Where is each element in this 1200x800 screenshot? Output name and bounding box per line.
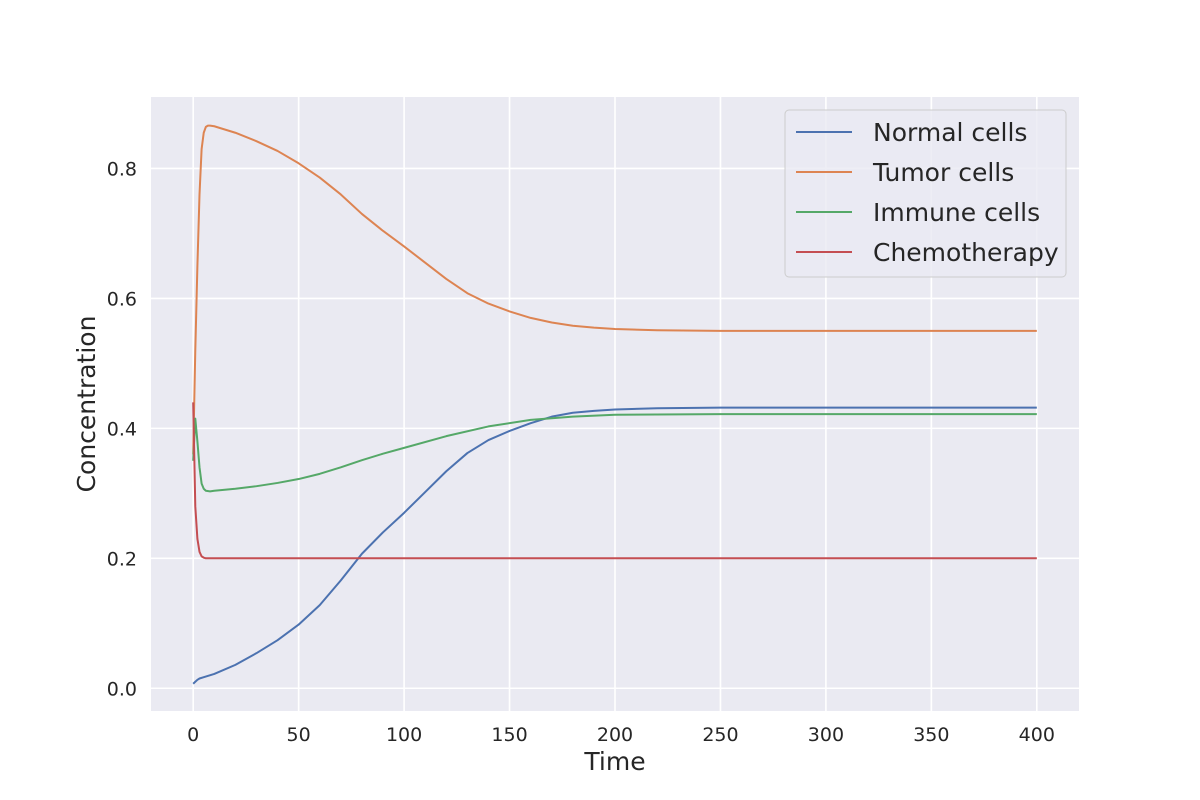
legend-label: Immune cells (873, 198, 1040, 227)
series-line-tumor-cells (192, 124, 1037, 455)
x-tick-label: 350 (913, 724, 949, 746)
x-tick-label: 0 (187, 724, 199, 746)
legend-label: Chemotherapy (873, 238, 1059, 267)
x-tick-label: 400 (1019, 724, 1055, 746)
y-tick-label: 0.2 (107, 548, 137, 570)
x-axis-title: Time (583, 747, 645, 776)
x-tick-label: 100 (386, 724, 422, 746)
series-layer (192, 124, 1037, 685)
series-line-immune-cells (192, 413, 1037, 493)
x-tick-label: 200 (597, 724, 633, 746)
y-tick-label: 0.0 (107, 678, 137, 700)
legend-box (784, 109, 1067, 278)
y-axis: 0.0 0.2 0.4 0.6 0.8 (107, 158, 137, 700)
x-tick-label: 50 (287, 724, 311, 746)
y-tick-label: 0.6 (107, 288, 137, 310)
legend-label: Normal cells (873, 118, 1027, 147)
x-tick-label: 250 (702, 724, 738, 746)
series-line-normal-cells (192, 406, 1037, 685)
legend-label: Tumor cells (872, 158, 1014, 187)
y-tick-label: 0.4 (107, 418, 137, 440)
y-tick-label: 0.8 (107, 158, 137, 180)
x-tick-label: 150 (491, 724, 527, 746)
legend: Normal cells Tumor cells Immune cells Chemo… (784, 109, 1067, 278)
series-line-chemotherapy (192, 402, 1037, 560)
x-axis: 0 50 100 150 200 250 300 350 400 (187, 724, 1055, 746)
x-tick-label: 300 (808, 724, 844, 746)
y-axis-title: Concentration (72, 316, 101, 493)
